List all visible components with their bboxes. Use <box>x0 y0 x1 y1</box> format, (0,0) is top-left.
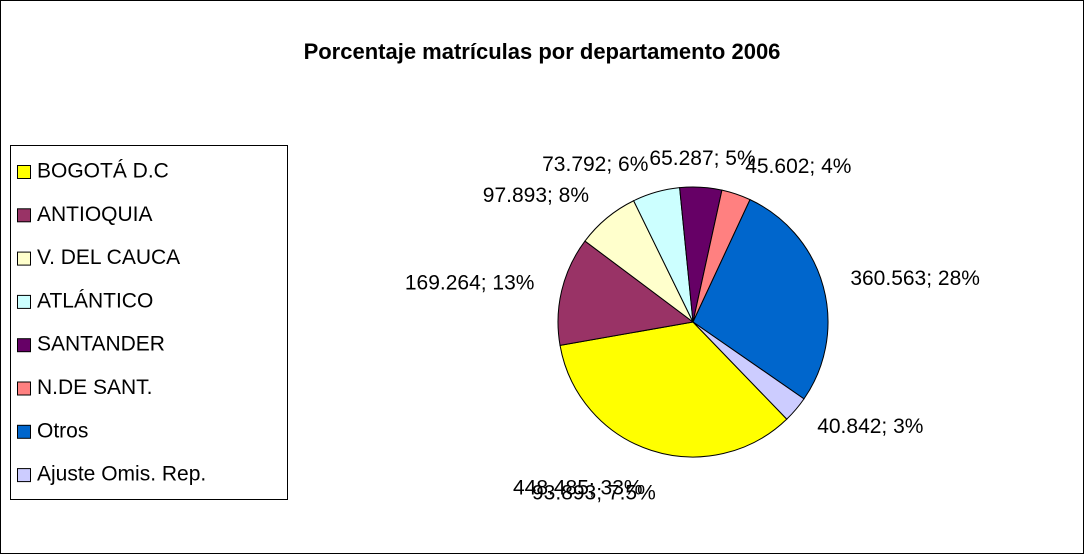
legend-label: Ajuste Omis. Rep. <box>37 463 206 486</box>
legend-swatch <box>17 294 31 309</box>
data-label: 448.485; 33% <box>513 477 643 500</box>
legend-label: Otros <box>37 419 88 442</box>
data-label: 73.792; 6% <box>542 153 648 176</box>
legend-box <box>10 145 288 500</box>
legend-swatch <box>17 381 31 396</box>
legend-label: BOGOTÁ D.C <box>37 160 169 183</box>
legend-label: ANTIOQUIA <box>37 203 153 226</box>
data-label: 169.264; 13% <box>405 272 535 295</box>
chart-title: Porcentaje matrículas por departamento 2… <box>304 39 781 64</box>
data-label: 40.842; 3% <box>817 415 923 438</box>
legend-label: ATLÁNTICO <box>37 289 153 312</box>
pie-slice <box>692 321 805 420</box>
data-label: 360.563; 28% <box>850 267 980 290</box>
legend-swatch <box>17 208 31 223</box>
legend-label: N.DE SANT. <box>37 376 153 399</box>
annotation: 93.893; 7.5% <box>532 482 656 505</box>
legend-swatch <box>17 468 31 483</box>
legend-swatch <box>17 251 31 266</box>
data-label: 97.893; 8% <box>483 184 589 207</box>
data-label: 65.287; 5% <box>649 147 755 170</box>
data-label: 45.602; 4% <box>745 155 851 178</box>
legend-swatch <box>17 338 31 353</box>
legend-label: V. DEL CAUCA <box>37 246 180 269</box>
pie-slice <box>559 321 788 458</box>
pie-slice <box>557 240 695 346</box>
legend-label: SANTANDER <box>37 333 165 356</box>
legend-swatch <box>17 424 31 439</box>
legend-swatch <box>17 165 31 179</box>
pie-slice <box>692 198 829 400</box>
